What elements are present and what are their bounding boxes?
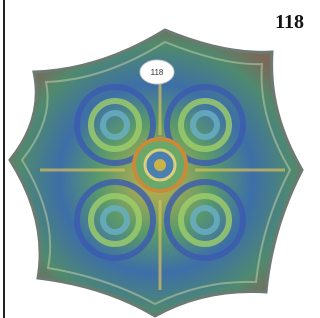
photo: 118 118 bbox=[0, 0, 310, 318]
sticker-text: 118 bbox=[151, 68, 164, 77]
item-number: 118 bbox=[275, 11, 304, 33]
